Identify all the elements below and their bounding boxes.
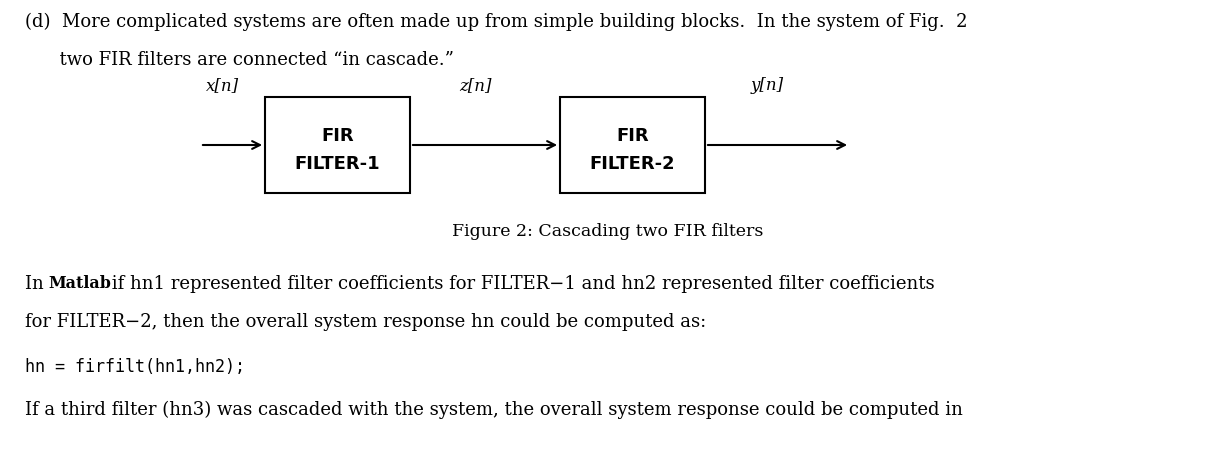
Text: Figure 2: Cascading two FIR filters: Figure 2: Cascading two FIR filters [452, 223, 764, 240]
Text: y[n]: y[n] [751, 77, 784, 94]
Text: FILTER-1: FILTER-1 [294, 155, 381, 173]
Text: two FIR filters are connected “in cascade.”: two FIR filters are connected “in cascad… [26, 51, 454, 69]
Text: (d)  More complicated systems are often made up from simple building blocks.  In: (d) More complicated systems are often m… [26, 13, 968, 31]
Bar [265, 98, 410, 193]
Text: for FILTER−2, then the overall system response hn could be computed as:: for FILTER−2, then the overall system re… [26, 313, 706, 331]
Text: FIR: FIR [321, 127, 354, 144]
Text: if hn1 represented filter coefficients for FILTER−1 and hn2 represented filter c: if hn1 represented filter coefficients f… [107, 275, 935, 293]
Text: FIR: FIR [617, 127, 649, 144]
Text: FILTER-2: FILTER-2 [590, 155, 675, 173]
Text: hn = firfilt(hn1,hn2);: hn = firfilt(hn1,hn2); [26, 358, 244, 375]
Text: Matlab: Matlab [49, 275, 112, 292]
Text: z[n]: z[n] [458, 77, 491, 94]
Text: x[n]: x[n] [206, 77, 240, 94]
Bar [561, 98, 705, 193]
Text: If a third filter (hn3) was cascaded with the system, the overall system respons: If a third filter (hn3) was cascaded wit… [26, 400, 963, 418]
Text: In: In [26, 275, 50, 293]
